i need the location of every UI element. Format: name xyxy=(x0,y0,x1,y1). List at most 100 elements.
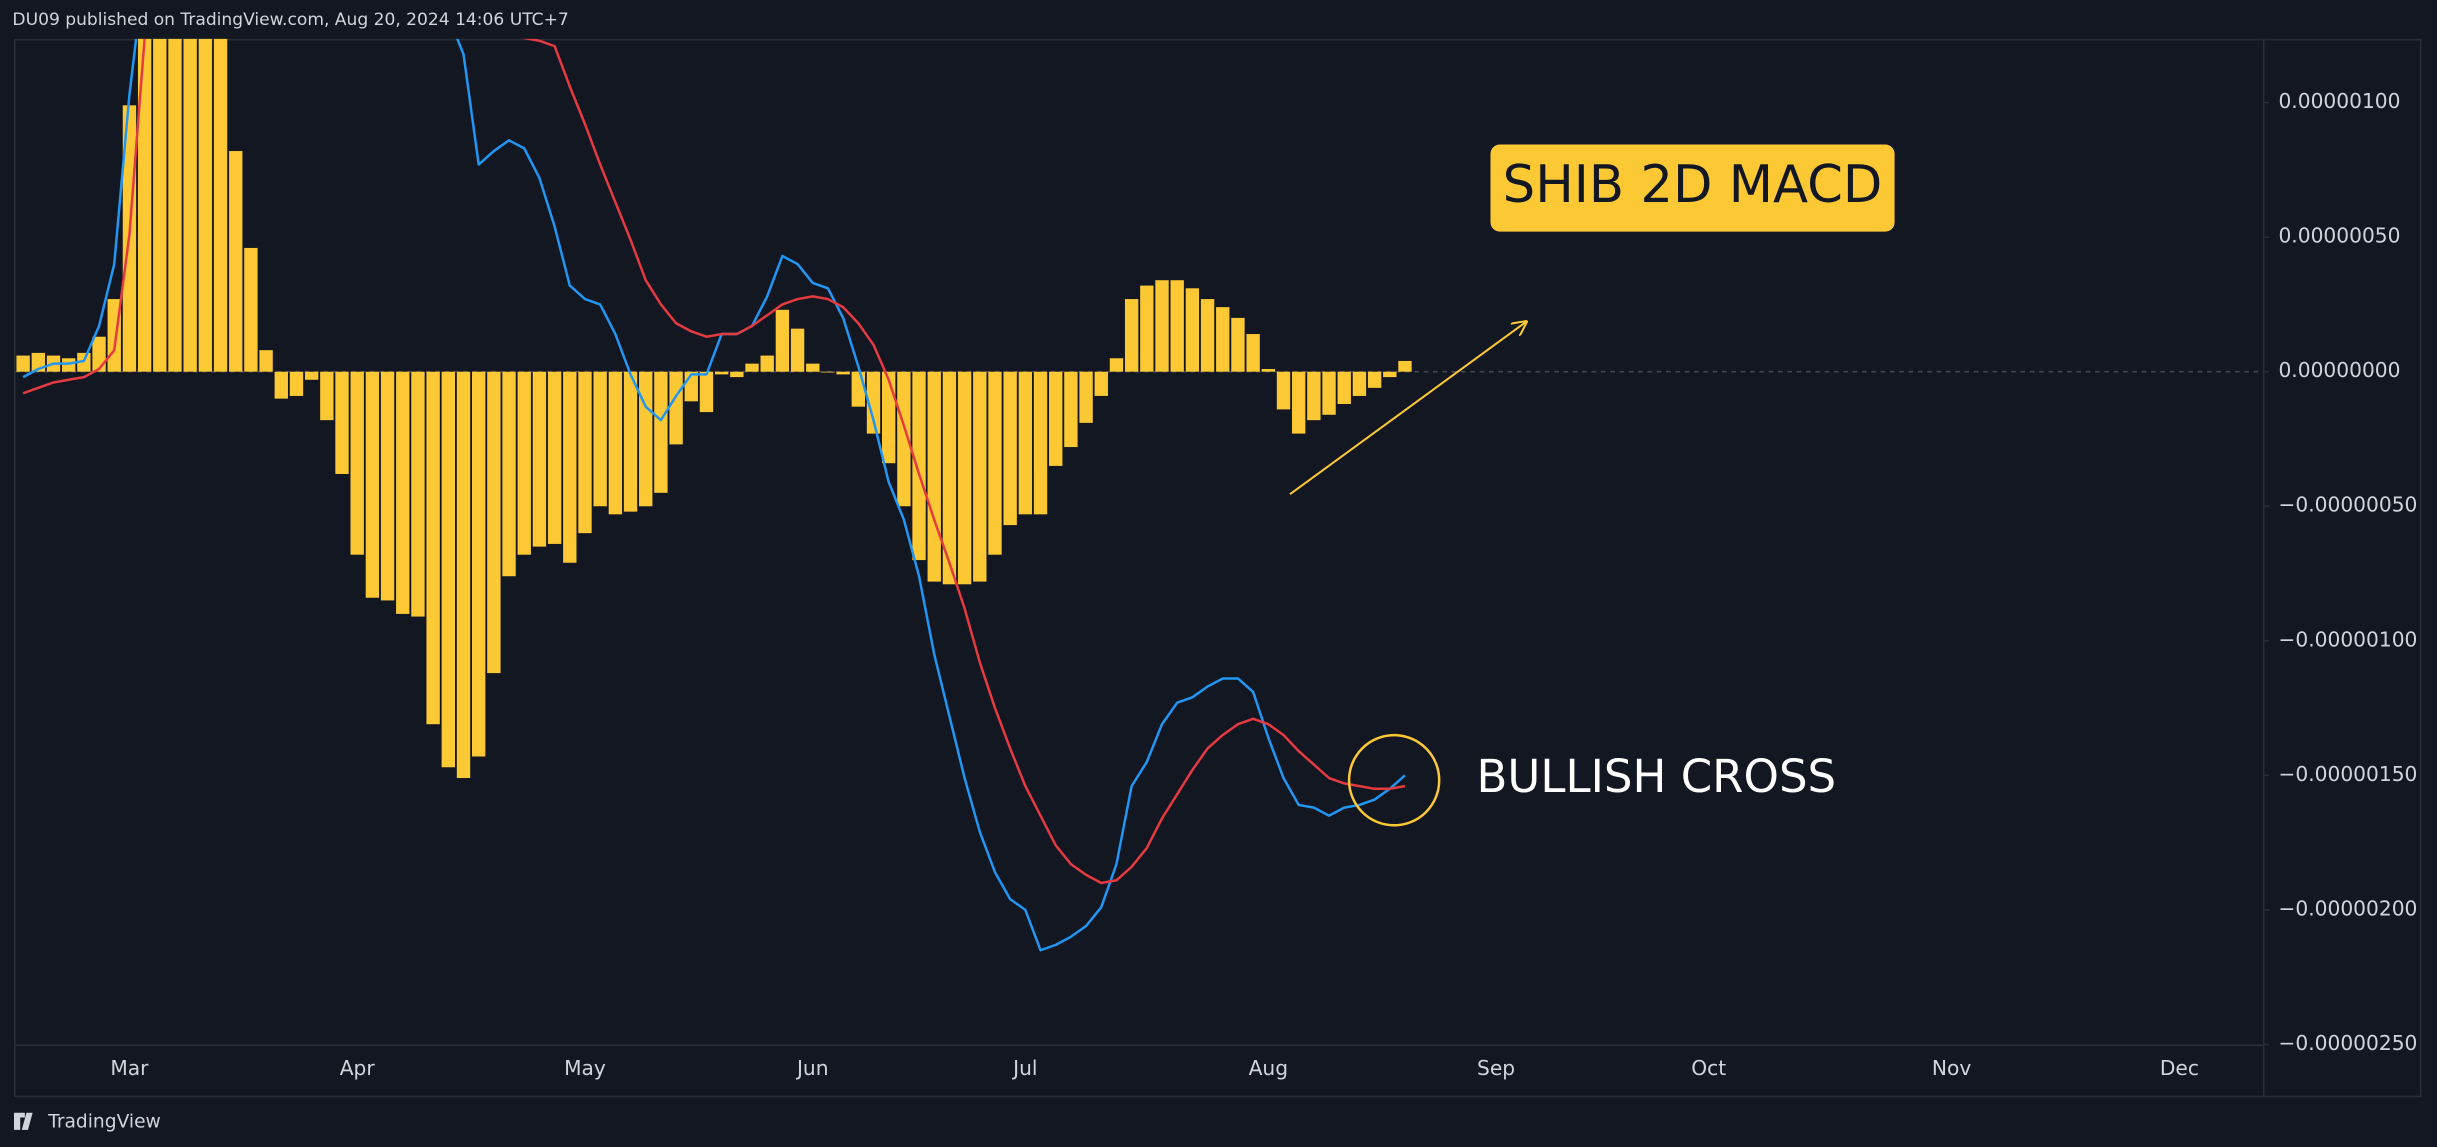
histogram-bar xyxy=(821,371,835,373)
histogram-bar xyxy=(335,371,349,474)
histogram-bar xyxy=(1231,317,1245,372)
histogram-bar xyxy=(1064,371,1078,448)
x-tick-label: May xyxy=(564,1056,606,1080)
histogram-bar xyxy=(1155,280,1169,372)
arrow xyxy=(1289,322,1526,496)
histogram-bar xyxy=(77,352,91,372)
histogram-bar xyxy=(472,371,486,757)
histogram-bar xyxy=(578,371,592,534)
x-tick-label: Sep xyxy=(1477,1056,1515,1080)
histogram-bar xyxy=(547,371,562,544)
y-tick-label: −0.00000200 xyxy=(2278,896,2417,920)
histogram-bar xyxy=(760,355,774,372)
histogram-bar xyxy=(380,371,395,601)
x-tick-label: Nov xyxy=(1932,1056,1971,1080)
histogram-bar xyxy=(623,371,638,512)
histogram-bar xyxy=(957,371,972,585)
histogram-bar xyxy=(229,151,243,372)
histogram-bar xyxy=(1185,288,1200,372)
y-tick-label: −0.00000250 xyxy=(2278,1031,2417,1055)
histogram-bar xyxy=(532,371,547,547)
histogram-bar xyxy=(183,38,197,372)
histogram-bar xyxy=(62,358,76,372)
histogram-bar xyxy=(836,371,850,375)
histogram-bar xyxy=(153,38,167,372)
histogram-bar xyxy=(654,371,668,493)
histogram-bar xyxy=(350,371,364,555)
histogram-bar xyxy=(1307,371,1321,421)
x-tick-label: Mar xyxy=(110,1056,149,1080)
annotation: BULLISH CROSS xyxy=(1476,750,1836,803)
histogram-bar xyxy=(244,247,258,372)
histogram-bar xyxy=(1352,371,1367,396)
histogram-bar xyxy=(1094,371,1108,396)
footer: TradingView xyxy=(47,1112,161,1133)
histogram-bar xyxy=(714,371,729,375)
histogram-bar xyxy=(593,371,607,507)
histogram-bar xyxy=(168,38,182,372)
histogram-bar xyxy=(1246,334,1260,372)
histogram-bar xyxy=(790,328,805,372)
histogram-bar xyxy=(487,371,501,674)
histogram-bar xyxy=(927,371,941,582)
histogram-bar xyxy=(1170,280,1184,372)
histogram-bar xyxy=(1337,371,1351,405)
histogram-bar xyxy=(608,371,623,515)
histogram-bar xyxy=(669,371,683,445)
histogram-bar xyxy=(213,38,228,372)
y-tick-label: 0.00000100 xyxy=(2278,89,2400,113)
histogram-bar xyxy=(198,38,213,372)
y-tick-label: −0.00000050 xyxy=(2278,493,2417,517)
histogram-bar xyxy=(304,371,319,380)
histogram-bar xyxy=(806,363,820,372)
histogram-bar xyxy=(1383,371,1397,378)
x-tick-label: Jul xyxy=(1011,1056,1037,1080)
highlight-circle xyxy=(1347,733,1441,827)
title-box xyxy=(1490,144,1895,232)
histogram-bar xyxy=(320,371,334,421)
frame xyxy=(13,38,2422,1098)
histogram-bar xyxy=(639,371,653,507)
histogram-bar xyxy=(912,371,926,561)
histogram-bar xyxy=(441,371,456,768)
logo xyxy=(13,1112,33,1130)
histogram-bar xyxy=(882,371,896,464)
histogram-bar xyxy=(274,371,288,399)
histogram-bar xyxy=(259,350,273,372)
line xyxy=(22,38,1406,885)
histogram-bar xyxy=(1200,299,1215,372)
histogram-bar xyxy=(745,363,759,372)
histogram-bar xyxy=(1018,371,1033,515)
histogram-bar xyxy=(851,371,865,407)
histogram-bar xyxy=(1049,371,1063,466)
y-tick-label: −0.00000150 xyxy=(2278,762,2417,786)
histogram-bar xyxy=(1079,371,1093,423)
y-tick-label: 0.00000050 xyxy=(2278,224,2400,248)
histogram-bar xyxy=(1003,371,1017,526)
histogram-bar xyxy=(456,371,471,779)
histogram-bar xyxy=(730,371,744,378)
line xyxy=(22,38,1406,952)
x-tick-label: Aug xyxy=(1249,1056,1288,1080)
histogram-bar xyxy=(426,371,440,725)
histogram-bar xyxy=(1216,307,1230,372)
plot-area xyxy=(15,38,2263,952)
histogram-bar xyxy=(775,309,790,372)
chart-title: SHIB 2D MACD xyxy=(1503,155,1883,215)
histogram-bar xyxy=(137,38,152,372)
histogram-bar xyxy=(1124,299,1139,372)
histogram-bar xyxy=(563,371,577,563)
histogram-bar xyxy=(1140,285,1154,372)
histogram-bar xyxy=(1291,371,1306,434)
histogram-bar xyxy=(1261,369,1275,372)
y-tick-label: −0.00000100 xyxy=(2278,627,2417,651)
histogram-bar xyxy=(1033,371,1048,515)
histogram-bar xyxy=(365,371,380,598)
histogram-bar xyxy=(897,371,911,507)
histogram-bar xyxy=(1109,358,1124,372)
y-tick-label: 0.00000000 xyxy=(2278,358,2400,382)
x-tick-label: Jun xyxy=(795,1056,829,1080)
